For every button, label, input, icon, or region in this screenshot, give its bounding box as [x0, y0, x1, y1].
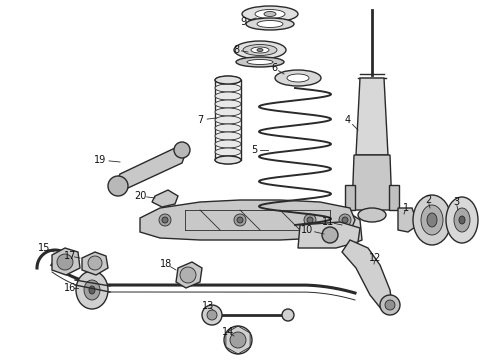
Text: 20: 20	[134, 191, 146, 201]
Circle shape	[180, 267, 196, 283]
Circle shape	[230, 332, 246, 348]
Text: 13: 13	[202, 301, 214, 311]
Polygon shape	[342, 240, 392, 310]
Polygon shape	[176, 262, 202, 288]
Ellipse shape	[413, 195, 451, 245]
Ellipse shape	[287, 74, 309, 82]
Ellipse shape	[454, 208, 470, 232]
Ellipse shape	[84, 280, 100, 300]
Circle shape	[108, 176, 128, 196]
Polygon shape	[389, 185, 399, 210]
Text: 8: 8	[233, 45, 239, 55]
Circle shape	[159, 214, 171, 226]
Ellipse shape	[215, 156, 241, 164]
Text: 1: 1	[403, 203, 409, 213]
Ellipse shape	[234, 41, 286, 59]
Text: 2: 2	[425, 195, 431, 205]
Polygon shape	[352, 155, 392, 210]
Polygon shape	[152, 190, 178, 207]
Text: 14: 14	[222, 327, 234, 337]
Ellipse shape	[446, 197, 478, 243]
Circle shape	[380, 295, 400, 315]
Ellipse shape	[247, 59, 273, 64]
Ellipse shape	[215, 76, 241, 84]
Ellipse shape	[215, 76, 241, 84]
Text: 16: 16	[64, 283, 76, 293]
Circle shape	[342, 217, 348, 223]
Circle shape	[237, 217, 243, 223]
Circle shape	[88, 256, 102, 270]
Polygon shape	[52, 248, 80, 275]
Polygon shape	[345, 185, 355, 210]
Ellipse shape	[243, 45, 277, 55]
Polygon shape	[298, 222, 360, 248]
Text: 15: 15	[38, 243, 50, 253]
Ellipse shape	[215, 148, 241, 156]
Ellipse shape	[246, 18, 294, 30]
Ellipse shape	[215, 140, 241, 148]
Text: 18: 18	[160, 259, 172, 269]
Text: 12: 12	[369, 253, 381, 263]
Ellipse shape	[421, 205, 443, 235]
Ellipse shape	[236, 57, 284, 67]
Ellipse shape	[358, 208, 386, 222]
Text: 19: 19	[94, 155, 106, 165]
Ellipse shape	[427, 213, 437, 227]
Text: 3: 3	[453, 197, 459, 207]
Text: 6: 6	[271, 63, 277, 73]
Polygon shape	[336, 212, 362, 245]
Circle shape	[162, 217, 168, 223]
Circle shape	[322, 227, 338, 243]
Circle shape	[174, 142, 190, 158]
Circle shape	[57, 254, 73, 270]
Ellipse shape	[257, 49, 263, 51]
Ellipse shape	[76, 271, 108, 309]
Polygon shape	[115, 148, 186, 188]
Ellipse shape	[242, 6, 298, 22]
Text: 17: 17	[64, 251, 76, 261]
Ellipse shape	[255, 9, 285, 18]
Text: 5: 5	[251, 145, 257, 155]
Circle shape	[307, 217, 313, 223]
Polygon shape	[140, 200, 355, 240]
Circle shape	[385, 300, 395, 310]
Ellipse shape	[215, 108, 241, 116]
Ellipse shape	[264, 12, 276, 17]
Circle shape	[234, 214, 246, 226]
Ellipse shape	[215, 124, 241, 132]
Circle shape	[282, 309, 294, 321]
Text: 11: 11	[322, 217, 334, 227]
Polygon shape	[82, 252, 108, 275]
Circle shape	[339, 214, 351, 226]
Text: 7: 7	[197, 115, 203, 125]
Circle shape	[207, 310, 217, 320]
Text: 4: 4	[345, 115, 351, 125]
Circle shape	[304, 214, 316, 226]
Text: 9: 9	[240, 17, 246, 27]
Ellipse shape	[89, 286, 95, 294]
Text: 10: 10	[301, 225, 313, 235]
Circle shape	[202, 305, 222, 325]
Ellipse shape	[215, 116, 241, 124]
Ellipse shape	[215, 100, 241, 108]
Ellipse shape	[215, 156, 241, 164]
Ellipse shape	[257, 21, 283, 27]
Ellipse shape	[459, 216, 465, 224]
Circle shape	[224, 326, 252, 354]
Ellipse shape	[251, 47, 269, 53]
Polygon shape	[398, 208, 418, 232]
Ellipse shape	[215, 84, 241, 92]
Polygon shape	[356, 78, 388, 155]
Ellipse shape	[215, 92, 241, 100]
Ellipse shape	[215, 132, 241, 140]
Ellipse shape	[275, 70, 321, 86]
